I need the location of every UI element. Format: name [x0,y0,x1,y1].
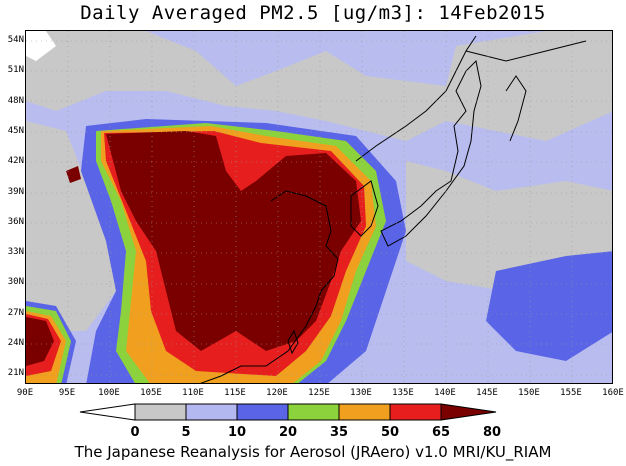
contour-gray-west [26,121,116,331]
lat-label: 48N [7,95,24,106]
lon-label: 150E [518,388,540,398]
lon-label: 135E [392,388,414,398]
colorbar [79,403,497,421]
colorbar-tick-label: 20 [278,425,298,440]
colorbar-arrow-low [79,403,136,421]
lon-label: 100E [98,388,120,398]
contour-darkred-sw [26,317,54,366]
lat-label: 54N [7,35,24,45]
lon-label: 110E [182,388,204,398]
lat-label: 42N [7,156,24,167]
colorbar-tick-label: 80 [482,425,502,440]
colorbar-tick-label: 10 [227,425,247,440]
coastline-korea [350,180,379,237]
contour-darkred-spot [66,166,81,183]
lon-label: 125E [308,388,330,398]
lat-label: 24N [7,338,24,348]
colorbar-cell [389,403,442,421]
graticule [26,31,612,383]
lat-label: 33N [7,247,24,258]
colorbar-cell [134,403,187,421]
contour-gray-north [26,31,612,141]
pm25-map [25,30,613,384]
colorbar-tick-label: 35 [329,425,349,440]
colorbar-cell [287,403,340,421]
lat-label: 36N [7,216,24,227]
contour-blue-east [486,251,612,361]
map-title: Daily Averaged PM2.5 [ug/m3]: 14Feb2015 [80,2,546,24]
colorbar-arrow-high [440,403,497,421]
colorbar-cell [338,403,391,421]
lon-label: 130E [350,388,372,398]
coastline-mainland [200,190,339,383]
lon-label: 115E [224,388,246,398]
attribution-footer: The Japanese Reanalysis for Aerosol (JRA… [74,443,552,461]
colorbar-tick-label: 0 [130,425,140,440]
coastline-taiwan [287,329,299,355]
coastline-japan [380,59,482,247]
lat-label: 27N [7,307,24,318]
lon-label: 120E [266,388,288,398]
lat-label: 51N [7,65,24,76]
lat-label: 30N [7,277,24,288]
colorbar-cell [236,403,289,421]
lon-label: 145E [476,388,498,398]
colorbar-cell [185,403,238,421]
lat-label: 45N [7,125,24,136]
lat-label: 39N [7,186,24,197]
lon-label: 95E [58,388,76,398]
lat-label: 21N [7,368,24,379]
colorbar-tick-label: 5 [181,425,191,440]
lon-label: 160E [602,388,624,398]
lon-label: 140E [434,388,456,398]
lon-label: 105E [140,388,162,398]
lon-label: 90E [16,388,34,398]
contour-darkred [106,131,361,351]
pm25-field [26,31,612,383]
colorbar-tick-label: 65 [431,425,451,440]
colorbar-tick-label: 50 [380,425,400,440]
coastline-sakhalin [505,75,527,142]
lon-label: 155E [560,388,582,398]
